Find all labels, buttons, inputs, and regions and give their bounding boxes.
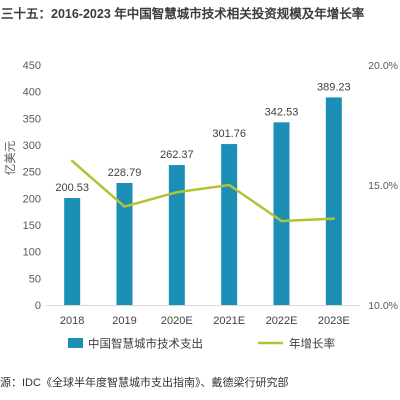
legend-label-spending: 中国智慧城市技术支出 <box>88 337 203 351</box>
chart-title: 三十五：2016-2023 年中国智慧城市技术相关投资规模及年增长率 <box>1 7 365 21</box>
bar-value-label: 389.23 <box>317 81 351 93</box>
source-note: 源：IDC《全球半年度智慧城市支出指南》、戴德梁行研究部 <box>0 377 289 389</box>
y2-tick-label: 20.0% <box>368 60 398 72</box>
y-tick-label: 350 <box>23 113 41 125</box>
x-tick-label: 2019 <box>112 315 136 327</box>
legend-item-growth: 年增长率 <box>258 337 335 351</box>
bar-value-label: 301.76 <box>212 128 246 140</box>
y-axis-ticks: 0 50 100 150 200 250 300 350 400 450 <box>23 60 41 312</box>
y-tick-label: 0 <box>35 300 41 312</box>
legend: 中国智慧城市技术支出 年增长率 <box>68 337 335 351</box>
bar-2018 <box>64 198 81 305</box>
x-tick-label: 2022E <box>266 315 298 327</box>
legend-item-spending: 中国智慧城市技术支出 <box>68 337 203 351</box>
bar-series <box>64 97 342 305</box>
y-tick-label: 400 <box>23 87 41 99</box>
bar-2020e <box>168 165 185 305</box>
x-tick-label: 2023E <box>318 315 350 327</box>
y-tick-label: 300 <box>23 140 41 152</box>
bar-2022e <box>273 122 290 305</box>
x-tick-label: 2018 <box>60 315 84 327</box>
y-axis-label: 亿美元 <box>3 140 17 175</box>
y-tick-label: 200 <box>23 193 41 205</box>
y-tick-label: 100 <box>23 247 41 259</box>
bar-2019 <box>116 182 133 305</box>
x-tick-label: 2020E <box>161 315 193 327</box>
y-tick-label: 250 <box>23 167 41 179</box>
bar-2023e <box>325 97 342 305</box>
growth-rate-line <box>70 159 336 223</box>
y2-tick-label: 15.0% <box>368 180 398 192</box>
line-series <box>70 159 336 223</box>
bar-data-labels: 200.53 228.79 262.37 301.76 342.53 389.23 <box>55 81 350 194</box>
bar-value-label: 200.53 <box>55 182 89 194</box>
legend-label-growth: 年增长率 <box>289 337 335 351</box>
bar-2021e <box>221 144 238 305</box>
y-tick-label: 150 <box>23 220 41 232</box>
x-tick-label: 2021E <box>213 315 245 327</box>
x-axis-ticks: 2018 2019 2020E 2021E 2022E 2023E <box>60 315 350 327</box>
legend-swatch-bar <box>68 338 83 348</box>
y2-axis-ticks: 10.0% 15.0% 20.0% <box>368 60 398 312</box>
bar-value-label: 262.37 <box>160 149 194 161</box>
y-tick-label: 50 <box>29 273 41 285</box>
bar-value-label: 342.53 <box>265 106 299 118</box>
bar-value-label: 228.79 <box>108 167 142 179</box>
y2-tick-label: 10.0% <box>368 300 398 312</box>
y-tick-label: 450 <box>23 60 41 72</box>
